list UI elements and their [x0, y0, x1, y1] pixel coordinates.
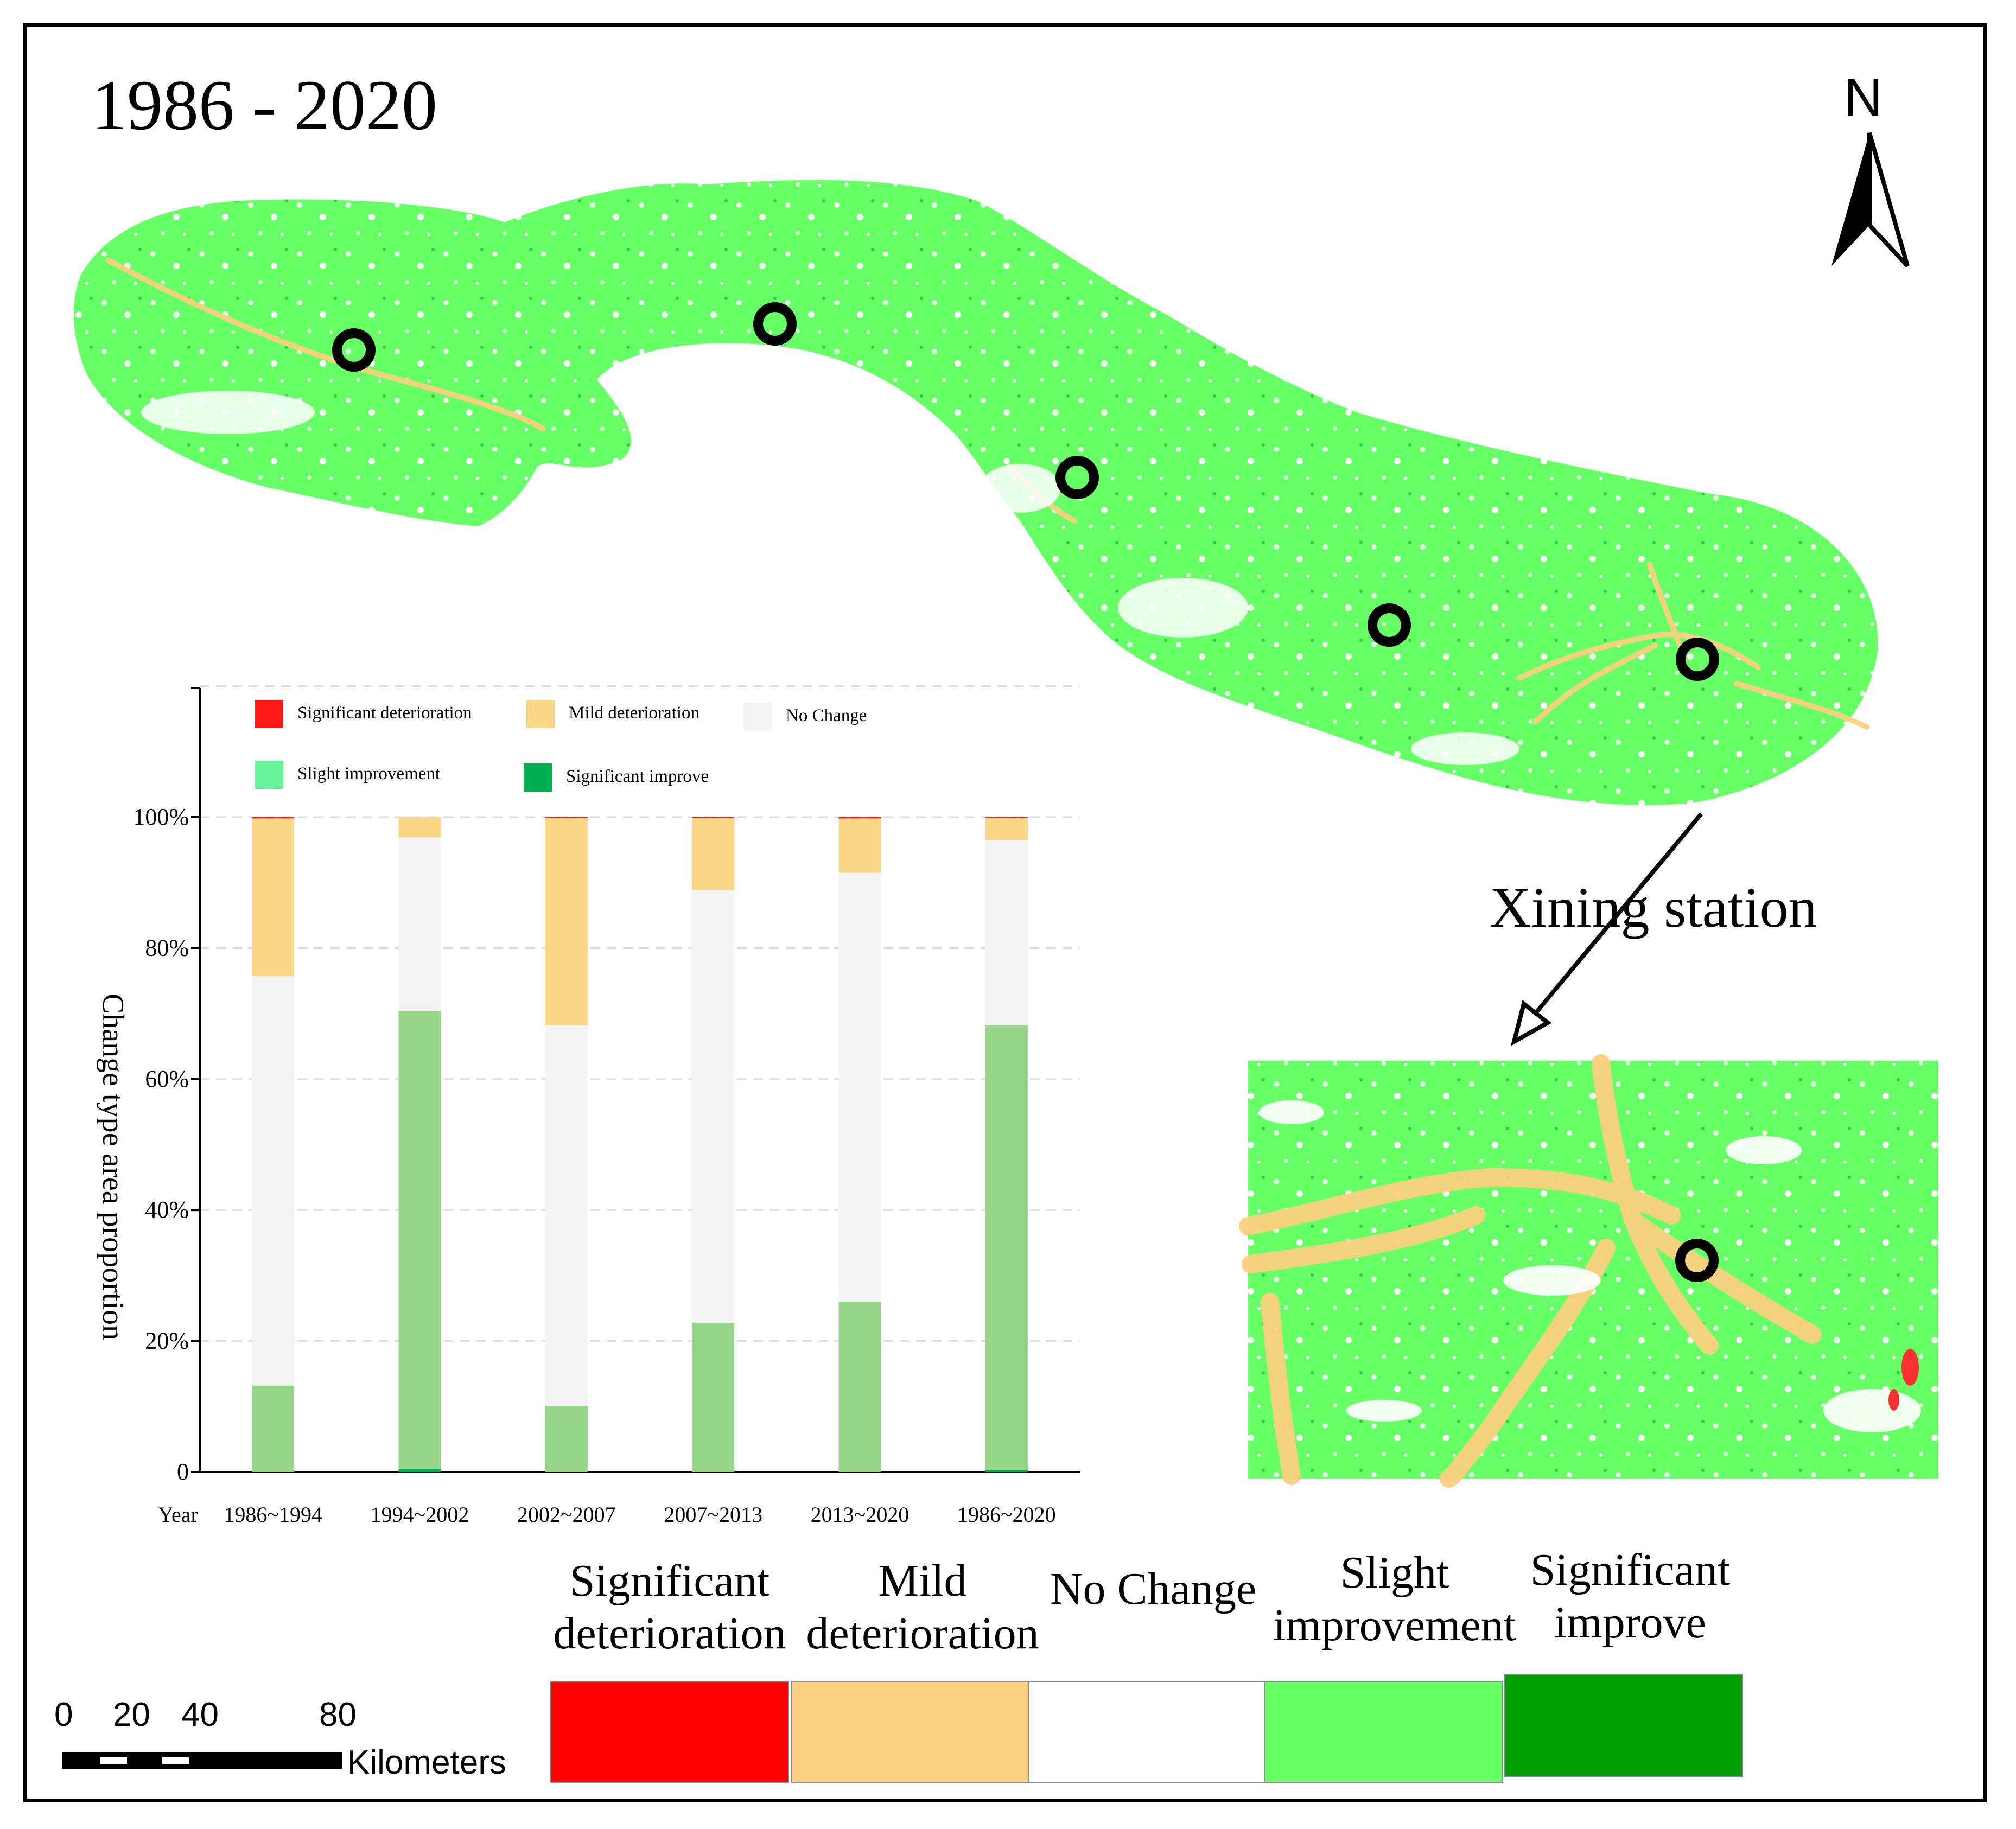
- bar-segment-slight-improvement: [985, 1025, 1028, 1470]
- bar-segment-no-change: [252, 976, 295, 1386]
- chart-legend-label: No Change: [786, 706, 867, 725]
- map-title: 1986 - 2020: [91, 65, 437, 145]
- bar-segment-mild-deterioration: [398, 817, 441, 838]
- chart-legend-swatch: [255, 761, 283, 789]
- scale-tick-label: 20: [113, 1696, 150, 1734]
- x-tick-label: 2013~2020: [811, 1502, 910, 1527]
- x-tick-label: 2002~2007: [517, 1502, 616, 1527]
- chart-legend-swatch: [524, 763, 552, 792]
- map-legend-label: Mild deterioration: [806, 1556, 1039, 1659]
- map-legend-swatch: [1028, 1681, 1267, 1783]
- bar-segment-slight-improvement: [838, 1302, 881, 1472]
- y-tick-label: 100%: [133, 804, 189, 830]
- scale-units: Kilometers: [347, 1744, 506, 1781]
- bar-segment-significant-deterioration: [545, 817, 588, 818]
- north-label: N: [1844, 67, 1883, 127]
- chart-legend-label: Significant improve: [566, 767, 709, 786]
- chart-legend-label: Slight improvement: [297, 764, 440, 783]
- bar-segment-mild-deterioration: [838, 818, 881, 873]
- scale-tick-label: 40: [181, 1696, 219, 1734]
- y-tick-label: 60%: [145, 1066, 189, 1092]
- map-legend-label: Significant improve: [1530, 1545, 1731, 1648]
- bar-segment-significant-deterioration: [985, 817, 1028, 818]
- bar-segment-significant-deterioration: [252, 817, 295, 819]
- scale-bar-graphic: [62, 1752, 342, 1769]
- bar-segment-no-change: [398, 837, 441, 1011]
- x-tick-label: 1994~2002: [371, 1502, 469, 1527]
- bar-segment-mild-deterioration: [252, 818, 295, 977]
- y-tick-label: 0: [177, 1458, 189, 1485]
- bar-segment-mild-deterioration: [692, 818, 735, 890]
- bar-segment-mild-deterioration: [985, 818, 1028, 840]
- station-label: Xining station: [1490, 876, 1817, 939]
- bar-segment-no-change: [985, 840, 1028, 1025]
- map-legend-label: Significant deterioration: [553, 1556, 786, 1659]
- bar-segment-significant-improve: [985, 1470, 1028, 1472]
- bar-segment-slight-improvement: [252, 1385, 295, 1472]
- x-tick-label: 2007~2013: [664, 1502, 762, 1527]
- x-tick-label: 1986~2020: [957, 1502, 1056, 1527]
- map-legend-label: Slight improvement: [1273, 1547, 1516, 1651]
- bar-segment-no-change: [692, 889, 735, 1323]
- bar-segment-slight-improvement: [398, 1011, 441, 1469]
- bar-segment-significant-improve: [398, 1468, 441, 1472]
- bar-segment-slight-improvement: [545, 1406, 588, 1472]
- bar-segment-mild-deterioration: [545, 818, 588, 1025]
- bar-segment-no-change: [545, 1025, 588, 1406]
- chart-legend-swatch: [526, 700, 555, 728]
- y-axis-label: Change type area proportion: [96, 993, 130, 1340]
- bar-segment-significant-deterioration: [838, 817, 881, 819]
- bar-segment-slight-improvement: [692, 1322, 735, 1472]
- x-tick-label: 1986~1994: [224, 1502, 322, 1527]
- y-tick-label: 80%: [145, 934, 189, 961]
- scale-bar: 0 20 40 80 Kilometers: [54, 1698, 543, 1785]
- map-legend-swatch: [1264, 1681, 1503, 1783]
- x-axis-prefix: Year: [158, 1502, 198, 1527]
- y-tick-label: 20%: [145, 1328, 189, 1354]
- y-tick-label: 40%: [145, 1196, 189, 1223]
- scale-tick-label: 80: [319, 1696, 357, 1734]
- chart-legend-swatch: [255, 700, 283, 728]
- map-legend-swatch: [550, 1681, 789, 1783]
- bar-segment-significant-deterioration: [692, 817, 735, 818]
- map-legend-label: No Change: [1050, 1564, 1257, 1614]
- chart-legend-swatch: [743, 703, 772, 731]
- scale-tick-label: 0: [54, 1696, 73, 1734]
- map-legend-swatch: [1504, 1674, 1743, 1777]
- map-legend-swatch: [791, 1681, 1030, 1783]
- chart-legend-label: Mild deterioration: [569, 703, 699, 723]
- chart-legend-label: Significant deterioration: [297, 703, 472, 723]
- bar-segment-no-change: [838, 872, 881, 1302]
